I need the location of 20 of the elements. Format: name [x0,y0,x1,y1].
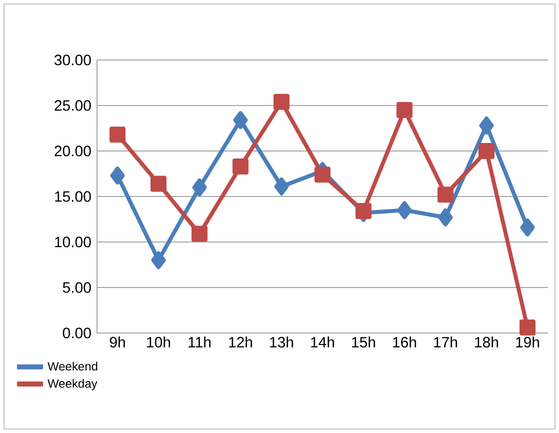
y-tick-label: 5.00 [62,282,91,293]
x-tick-label: 9h [110,336,125,348]
y-tick-label: 15.00 [55,191,91,202]
x-tick-label: 14h [311,336,334,348]
x-tick-label: 11h [188,336,210,348]
x-tick-label: 13h [270,336,294,348]
x-tick-label: 12h [229,336,252,348]
y-tick-label: 10.00 [55,236,91,248]
x-tick-label: 19h [516,336,540,348]
x-tick-label: 15h [352,336,376,348]
x-tick-label: 17h [434,336,458,348]
x-tick-label: 18h [475,336,498,348]
y-tick-label: 30.00 [54,54,91,66]
x-tick-label: 16h [393,336,416,348]
y-tick-label: 0.00 [62,328,91,338]
x-tick-label: 10h [147,336,170,348]
legend-label: Weekday [48,378,98,390]
legend-label: Weekend [48,362,98,371]
y-tick-label: 25.00 [54,100,91,111]
y-tick-label: 20.00 [54,146,91,156]
